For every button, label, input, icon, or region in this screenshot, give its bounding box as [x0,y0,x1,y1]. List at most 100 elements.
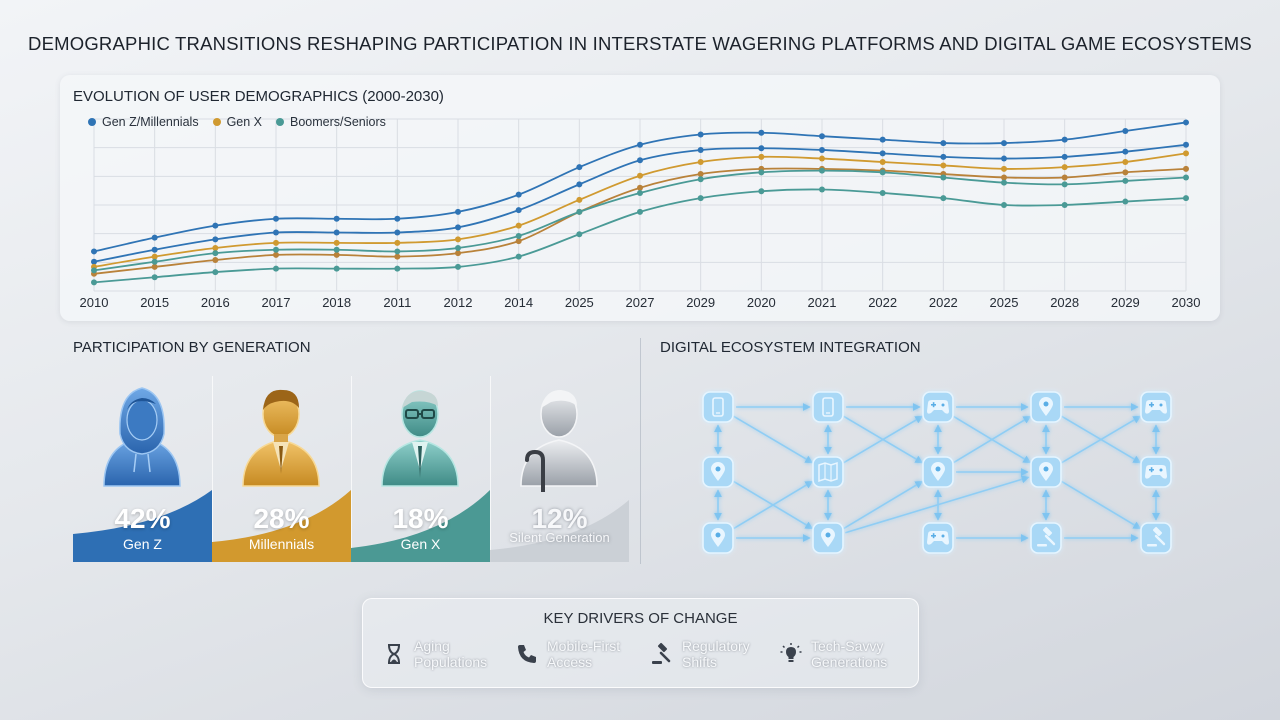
node-glyph [927,400,949,414]
data-point [1001,174,1007,181]
x-tick-label: 2020 [747,295,776,310]
data-point [1061,164,1068,171]
data-point [515,238,522,245]
data-point [212,236,219,243]
phone-icon [812,391,844,423]
map-pin-icon [922,456,954,488]
x-tick-label: 2014 [504,295,533,310]
driver-aging: Aging Populations [382,638,487,670]
genx-percent: 18% [392,503,449,534]
driver-label: Regulatory Shifts [682,638,750,670]
data-point [697,176,704,183]
ecosystem-diagram [702,391,1172,554]
series-gen-z-millennials-1 [91,141,1189,265]
data-point [1122,128,1129,135]
driver-label-line2: Generations [811,654,888,670]
data-point [455,236,461,243]
data-point [91,279,97,286]
millennials-share-wedge [212,490,351,562]
x-tick-label: 2018 [322,295,351,310]
node-glyph [1039,397,1053,416]
x-tick-label: 2022 [868,295,897,310]
gen-card-genx: 18% Gen X [351,370,490,562]
data-point [637,141,643,148]
node-glyph [1037,526,1056,547]
ecosystem-arrow [733,480,814,530]
data-point [273,246,279,253]
data-point [212,269,219,276]
data-point [758,188,765,195]
legend-label: Boomers/Seniors [290,115,386,129]
data-point [455,224,461,231]
data-point [273,215,279,222]
data-point [1001,179,1007,186]
data-point [333,265,340,272]
data-point [394,265,401,272]
node-glyph [1145,465,1167,479]
data-point [576,208,583,215]
ecosystem-arrow [843,480,924,530]
data-point [879,159,886,165]
data-point [273,265,279,272]
chart-title: EVOLUTION OF USER DEMOGRAPHICS (2000-203… [73,88,444,105]
millennials-label: Millennials [248,536,315,552]
genz-label: Gen Z [123,536,162,552]
ecosystem-arrow [1061,415,1142,464]
data-point [697,131,704,138]
driver-label: Aging Populations [414,638,487,670]
data-point [1183,150,1189,157]
x-tick-label: 2011 [383,295,411,310]
data-point [394,248,401,255]
data-point [455,263,461,270]
node-glyph [711,528,725,547]
chart-legend: Gen Z/Millennials Gen X Boomers/Seniors [88,115,386,129]
data-point [576,231,583,238]
demographics-chart-panel: 2010 2015 2016 2017 2018 2011 2012 2014 2025 2027… [60,75,1220,321]
data-point [1183,195,1189,202]
data-point [1122,177,1129,184]
data-point [1183,165,1189,172]
data-point [212,250,219,257]
genx-label: Gen X [400,536,441,552]
data-point [637,208,643,215]
data-point [637,172,643,179]
gavel-icon [1030,522,1062,554]
data-point [455,250,461,257]
x-tick-label: 2028 [1050,295,1079,310]
data-point [151,258,158,265]
x-tick-label: 2025 [565,295,594,310]
map-icon [812,456,844,488]
data-point [394,239,401,246]
data-point [758,169,765,176]
data-point [576,196,583,203]
data-point [1122,148,1129,155]
data-point [515,207,522,214]
data-point [1183,119,1189,126]
genz-percent: 42% [114,503,171,534]
ecosystem-nodes [702,391,1172,554]
node-glyph [711,462,725,481]
data-point [940,162,947,169]
data-point [1061,136,1068,143]
node-box [702,391,734,423]
data-point [515,253,522,260]
gamepad-icon [922,522,954,554]
data-point [637,157,643,164]
ecosystem-title: DIGITAL ECOSYSTEM INTEGRATION [660,339,921,356]
node-glyph [822,397,834,417]
silent-percent: 12% [531,503,588,534]
node-glyph [927,531,949,545]
drivers-title: KEY DRIVERS OF CHANGE [543,610,738,627]
data-point [1183,174,1189,181]
data-point [151,274,158,281]
x-tick-label: 2010 [80,295,109,310]
data-point [333,251,340,258]
data-point [151,234,158,241]
data-point [515,232,522,239]
data-point [576,164,583,171]
data-point [576,181,583,188]
x-tick-label: 2030 [1172,295,1201,310]
data-point [1001,165,1007,172]
driver-regulatory: Regulatory Shifts [650,638,750,670]
data-point [1183,141,1189,148]
